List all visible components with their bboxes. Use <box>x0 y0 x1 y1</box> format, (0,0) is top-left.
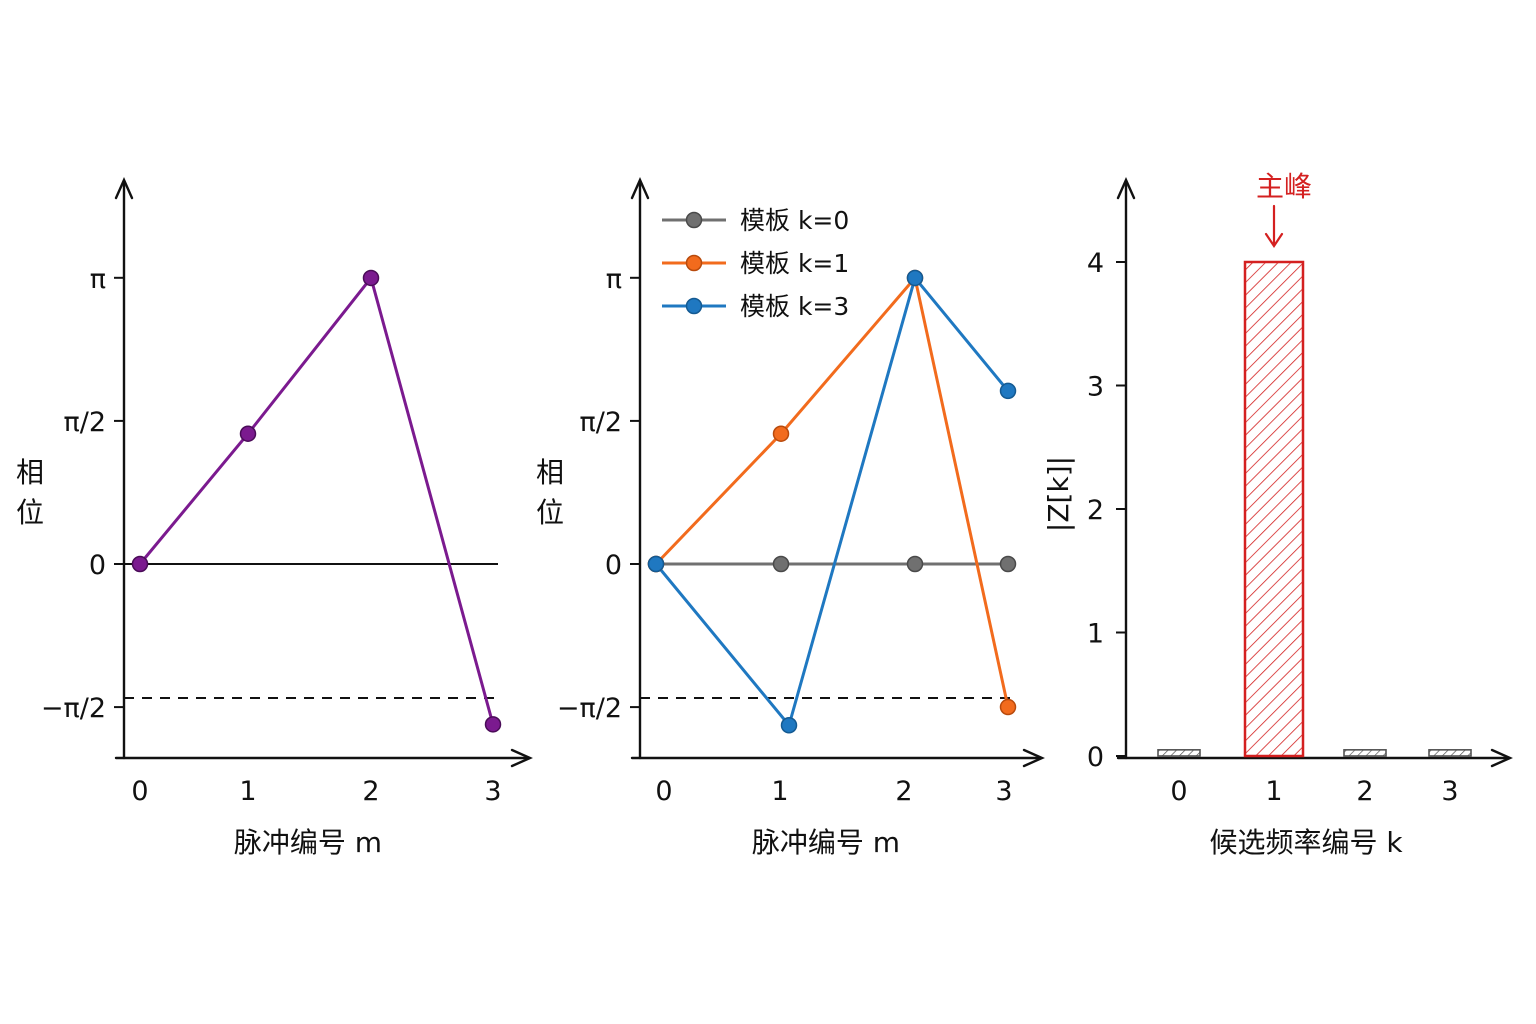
p1-x-tick-label: 2 <box>362 776 379 807</box>
peak-annotation-label: 主峰 <box>1256 170 1312 203</box>
p1-series-line <box>138 274 495 725</box>
p2-x-label: 脉冲编号 m <box>752 826 900 859</box>
p1-data-point <box>131 555 149 573</box>
p3-y-arrowhead <box>1116 177 1136 200</box>
p3-y-tick-label: 2 <box>1087 495 1104 526</box>
p1-x-tick-label: 1 <box>239 776 256 807</box>
p2-x-tick-label: 2 <box>895 776 912 807</box>
p3-x-tick-label: 0 <box>1170 776 1187 807</box>
panel-magnitude-spectrum: 0 1 2 3 4 0 1 2 3 主峰 |Z[k]| 候选频率编号 k <box>1042 170 1513 859</box>
p1-y-arrowhead <box>114 177 134 200</box>
p1-y-label-char1: 相 <box>16 456 44 489</box>
p2-data-point <box>772 555 790 573</box>
p2-y-tick-label: 0 <box>605 550 622 581</box>
p2-y-label-char1: 相 <box>536 456 564 489</box>
p3-x-tick-label: 2 <box>1356 776 1373 807</box>
p3-x-tick-label: 3 <box>1441 776 1458 807</box>
p1-y-label-char2: 位 <box>16 496 44 529</box>
legend-entry-label: 模板 k=3 <box>740 292 849 321</box>
p1-y-tick-label: 0 <box>89 550 106 581</box>
p3-bar <box>1157 749 1201 757</box>
p1-x-tick-label: 3 <box>484 776 501 807</box>
legend-swatch-marker <box>685 211 703 229</box>
p1-data-point <box>484 716 502 733</box>
p2-series-line <box>654 274 1010 708</box>
p2-data-point <box>999 698 1017 716</box>
p2-y-label-char2: 位 <box>536 496 564 529</box>
p2-x-tick-label: 3 <box>995 776 1012 807</box>
p2-data-point <box>906 269 924 287</box>
p3-x-label: 候选频率编号 k <box>1209 826 1403 859</box>
p2-series-line <box>654 274 1010 729</box>
p1-y-tick-label: −π/2 <box>41 693 106 724</box>
panel-measured-phase: −π/2 0 π/2 π 0 1 2 3 相 位 脉冲编号 m <box>16 177 533 859</box>
p2-data-point <box>999 555 1017 573</box>
p1-data-point <box>362 269 380 287</box>
p1-x-tick-label: 0 <box>131 776 148 807</box>
p2-data-point <box>772 425 790 442</box>
p3-y-tick-label: 3 <box>1087 372 1104 403</box>
p1-y-tick-label: π/2 <box>63 407 106 438</box>
p1-x-arrowhead <box>510 748 533 768</box>
p2-x-arrowhead <box>1022 748 1045 768</box>
p3-peak-bar <box>1243 260 1305 758</box>
p2-data-point <box>647 555 665 573</box>
p1-y-tick-label: π <box>90 264 106 295</box>
p3-bar <box>1343 749 1387 757</box>
p1-data-point <box>239 425 257 442</box>
p2-x-tick-label: 0 <box>655 776 672 807</box>
legend-swatch-marker <box>685 297 703 315</box>
p2-y-arrowhead <box>630 177 650 200</box>
legend-entry-label: 模板 k=1 <box>740 249 849 278</box>
p2-x-tick-label: 1 <box>771 776 788 807</box>
p3-x-tick-label: 1 <box>1265 776 1282 807</box>
p2-data-point <box>999 382 1017 400</box>
p2-y-tick-label: π/2 <box>579 407 622 438</box>
p3-y-tick-label: 0 <box>1087 742 1104 773</box>
p2-data-point <box>906 555 924 573</box>
peak-annotation-arrow <box>1264 204 1284 248</box>
p3-x-arrowhead <box>1490 748 1513 768</box>
p2-y-tick-label: π <box>606 264 622 295</box>
p3-y-tick-label: 4 <box>1087 248 1104 279</box>
p3-y-label: |Z[k]| <box>1042 456 1075 532</box>
p2-data-point <box>780 716 798 734</box>
p2-y-tick-label: −π/2 <box>557 693 622 724</box>
p1-x-label: 脉冲编号 m <box>234 826 382 859</box>
p3-bar <box>1428 749 1472 757</box>
legend-swatch-marker <box>685 254 703 272</box>
legend-entry-label: 模板 k=0 <box>740 206 849 235</box>
panel-template-phase: −π/2 0 π/2 π 0 1 2 3 模板 k=0 模板 k=1 模板 k=3 相 位 脉冲… <box>536 177 1045 859</box>
p3-y-tick-label: 1 <box>1087 619 1104 650</box>
